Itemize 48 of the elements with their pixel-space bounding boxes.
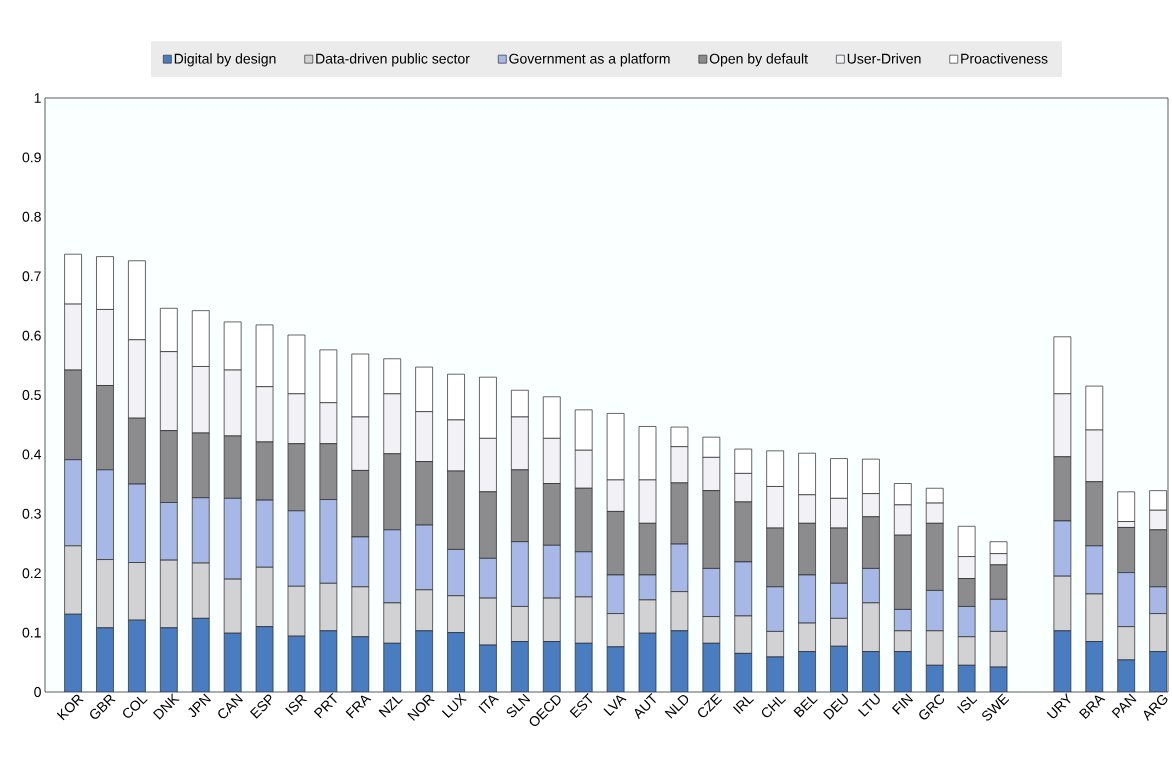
x-tick-label: COL <box>123 696 148 718</box>
x-tick-label: ISL <box>957 696 978 714</box>
y-tick-label: 0.5 <box>22 390 41 400</box>
bar <box>1085 641 1103 692</box>
legend-label: Open by default <box>709 53 808 67</box>
y-tick-label: 0.4 <box>22 449 42 460</box>
legend-label: Digital by design <box>174 53 276 67</box>
x-tick-label: FIN <box>891 693 914 715</box>
legend-label: Proactiveness <box>961 53 1048 64</box>
y-tick-label: 0.1 <box>22 627 41 638</box>
bar <box>96 627 114 692</box>
x-tick-label: NZL <box>378 696 403 718</box>
y-tick-label: 0.7 <box>22 271 41 282</box>
bar <box>159 627 178 692</box>
y-tick-label: 0 <box>34 687 41 697</box>
bar <box>702 642 721 692</box>
legend-label: Government as a platform <box>509 53 670 67</box>
bar <box>574 642 593 692</box>
y-tick-label: 0.8 <box>22 211 41 222</box>
bar <box>415 630 433 692</box>
bar <box>1149 651 1167 692</box>
x-tick-label: ITA <box>478 695 499 714</box>
bar <box>128 619 146 692</box>
legend-label: User-Driven <box>847 53 921 64</box>
x-tick-label: ISR <box>285 694 308 716</box>
x-tick-label: BEL <box>793 696 818 718</box>
bar <box>893 651 912 692</box>
legend-label: Data-driven public sector <box>316 53 470 67</box>
bar <box>830 645 848 692</box>
bar <box>64 613 82 692</box>
y-tick-label: 0.3 <box>22 508 41 519</box>
y-tick-label: 0.6 <box>22 330 41 341</box>
bar <box>798 651 816 692</box>
bar <box>542 641 561 692</box>
x-tick-label: CHL <box>761 696 786 718</box>
bar <box>862 651 880 692</box>
bar <box>479 644 497 692</box>
y-tick-label: 0.9 <box>22 152 41 163</box>
y-tick-label: 0.2 <box>22 568 41 579</box>
y-tick-label: 1 <box>34 93 41 103</box>
x-tick-label: IRL <box>733 696 754 715</box>
bar <box>351 636 370 692</box>
bar <box>734 653 753 692</box>
bar <box>511 641 529 692</box>
bar <box>447 632 465 692</box>
bar <box>191 617 210 692</box>
x-tick-label: LVA <box>603 695 627 716</box>
bar <box>383 642 402 692</box>
